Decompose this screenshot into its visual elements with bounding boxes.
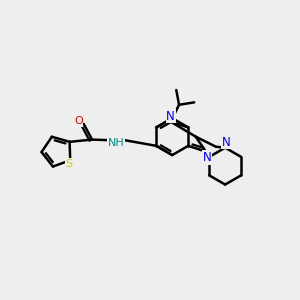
Text: O: O — [74, 116, 83, 126]
Text: NH: NH — [108, 138, 124, 148]
Text: N: N — [203, 151, 212, 164]
Text: N: N — [221, 136, 230, 149]
Text: S: S — [65, 159, 72, 169]
Text: N: N — [166, 110, 175, 123]
